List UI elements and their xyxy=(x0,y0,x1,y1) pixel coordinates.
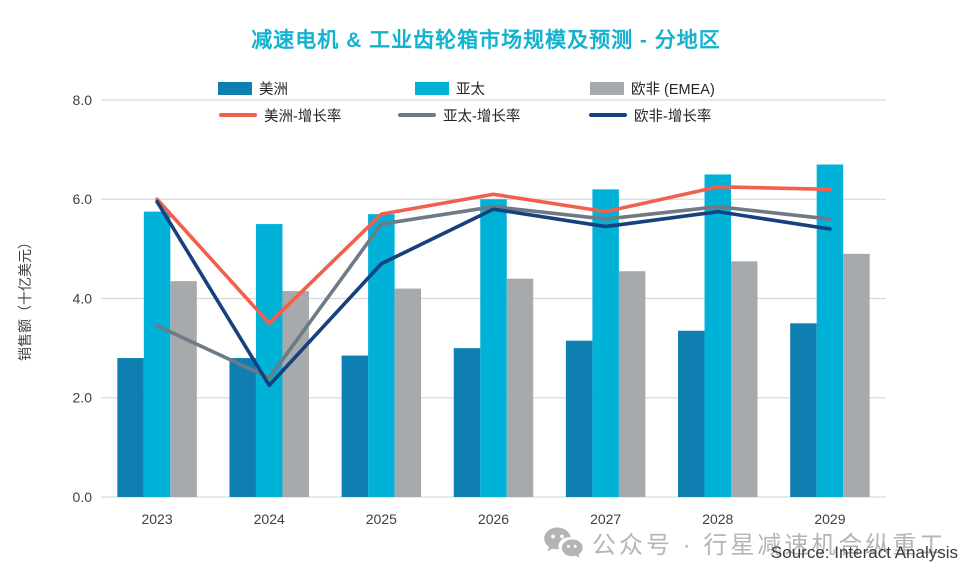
line-series-apac-growth xyxy=(155,204,832,380)
bar xyxy=(592,189,619,497)
x-tick-label: 2029 xyxy=(814,511,845,527)
bar xyxy=(618,271,646,497)
bar xyxy=(117,358,144,497)
bar xyxy=(506,278,534,497)
legend-swatch-apac xyxy=(415,81,449,95)
legend-item-emea: 欧非 (EMEA) xyxy=(590,80,715,98)
legend-label-americas: 美洲 xyxy=(259,81,288,98)
y-axis-title: 销售额（十亿美元） xyxy=(17,235,33,361)
legend-swatch-emea-growth xyxy=(589,113,627,117)
bar xyxy=(341,355,369,497)
line-series-emea-growth xyxy=(155,199,832,388)
watermark-text: 公众号 · 行星减速机合纵重工 xyxy=(592,532,947,559)
bar xyxy=(282,291,309,497)
legend-swatch-americas-growth xyxy=(219,113,257,117)
bar xyxy=(816,164,844,497)
wechat-icon xyxy=(544,527,583,558)
legend-swatch-americas xyxy=(218,81,252,95)
legend-swatch-emea xyxy=(590,81,624,95)
y-tick-label: 0.0 xyxy=(73,489,93,505)
legend-item-apac: 亚太 xyxy=(415,80,485,98)
y-tick-label: 8.0 xyxy=(73,92,93,108)
bar xyxy=(255,224,283,497)
bar xyxy=(843,253,870,497)
legend-label-emea-growth: 欧非-增长率 xyxy=(634,108,712,125)
x-tick-label: 2027 xyxy=(590,511,621,527)
bar xyxy=(704,174,732,497)
chart-title: 减速电机 & 工业齿轮箱市场规模及预测 - 分地区 xyxy=(251,29,721,52)
legend-item-americas-growth: 美洲-增长率 xyxy=(219,107,342,125)
bar xyxy=(790,323,817,497)
legend-label-apac-growth: 亚太-增长率 xyxy=(443,108,521,125)
bar-series-emea xyxy=(170,253,870,497)
legend-item-emea-growth: 欧非-增长率 xyxy=(589,107,712,125)
bar xyxy=(143,211,171,497)
legend-label-americas-growth: 美洲-增长率 xyxy=(264,108,342,125)
bar xyxy=(731,261,758,497)
bar xyxy=(480,199,507,497)
bar-series-apac xyxy=(143,164,844,497)
x-tick-label: 2025 xyxy=(366,511,397,527)
legend-label-apac: 亚太 xyxy=(456,81,485,98)
bar xyxy=(170,281,197,497)
watermark: 公众号 · 行星减速机合纵重工 xyxy=(543,525,946,560)
legend-swatch-apac-growth xyxy=(398,113,436,117)
y-tick-label: 4.0 xyxy=(73,290,93,306)
bar xyxy=(565,340,593,497)
bar xyxy=(453,348,481,497)
y-tick-label: 2.0 xyxy=(73,390,93,406)
legend-item-apac-growth: 亚太-增长率 xyxy=(398,107,521,125)
x-tick-label: 2023 xyxy=(141,511,172,527)
bar xyxy=(229,358,256,497)
y-tick-label: 6.0 xyxy=(73,191,93,207)
x-tick-label: 2028 xyxy=(702,511,733,527)
line-series-americas-growth xyxy=(155,185,832,326)
bar xyxy=(678,330,705,497)
legend-label-emea: 欧非 (EMEA) xyxy=(631,81,715,98)
bar xyxy=(394,288,422,497)
x-tick-label: 2026 xyxy=(478,511,509,527)
bar-series-americas xyxy=(117,323,817,497)
source-attribution: Source: Interact Analysis xyxy=(770,543,958,562)
x-tick-label: 2024 xyxy=(254,511,285,527)
bar xyxy=(368,214,395,497)
legend-item-americas: 美洲 xyxy=(218,80,288,98)
